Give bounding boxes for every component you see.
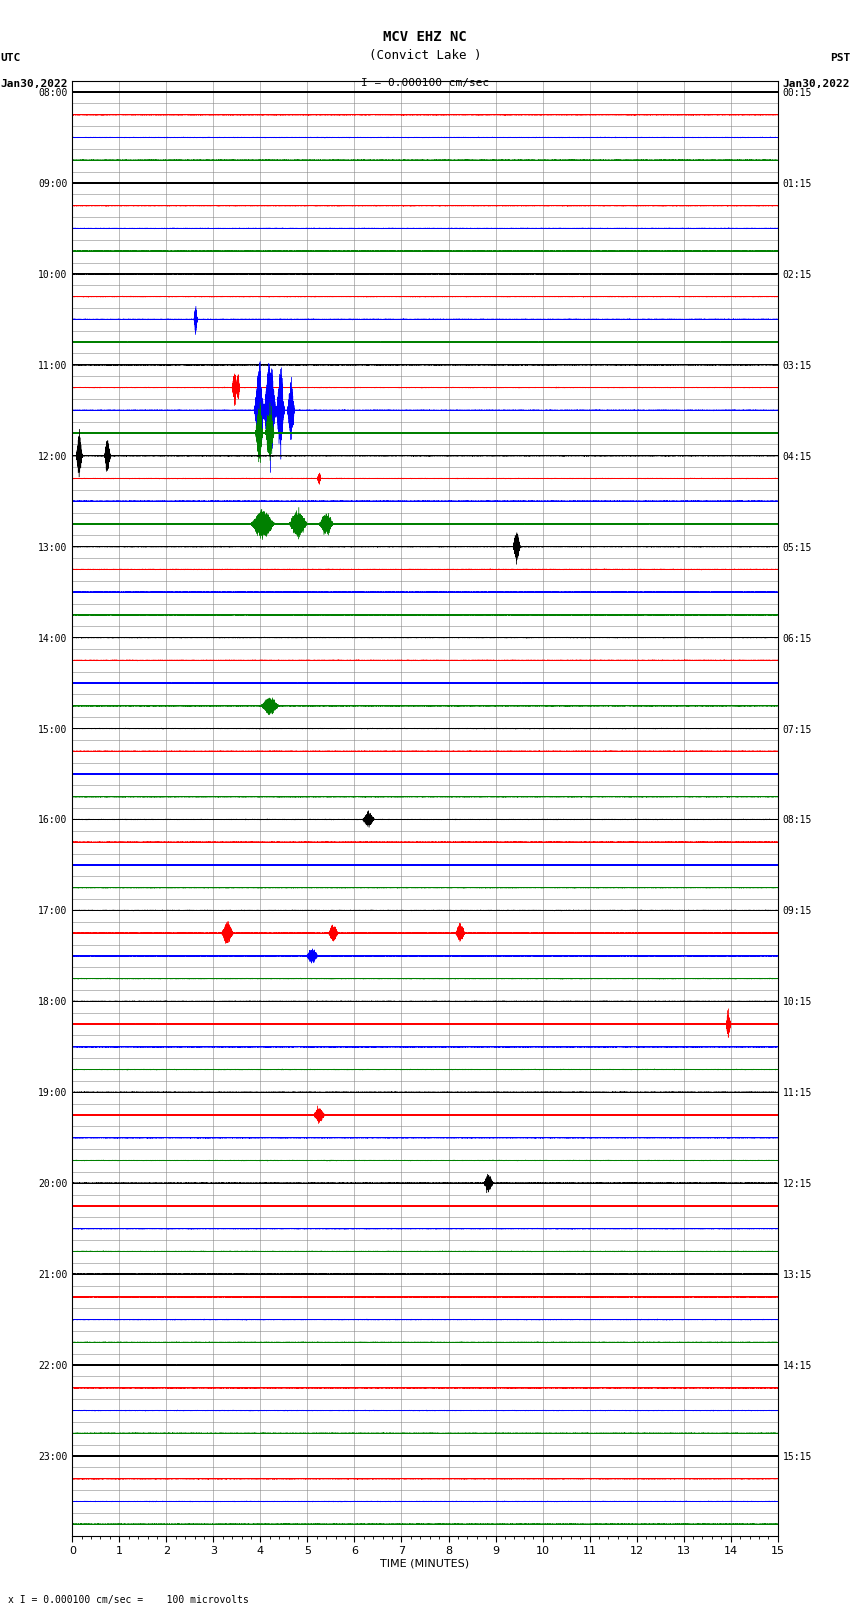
X-axis label: TIME (MINUTES): TIME (MINUTES): [381, 1558, 469, 1569]
Text: PST: PST: [830, 53, 850, 63]
Text: MCV EHZ NC: MCV EHZ NC: [383, 31, 467, 44]
Text: (Convict Lake ): (Convict Lake ): [369, 48, 481, 61]
Text: Jan30,2022: Jan30,2022: [783, 79, 850, 89]
Text: UTC: UTC: [0, 53, 20, 63]
Text: x I = 0.000100 cm/sec =    100 microvolts: x I = 0.000100 cm/sec = 100 microvolts: [8, 1595, 249, 1605]
Text: I = 0.000100 cm/sec: I = 0.000100 cm/sec: [361, 77, 489, 87]
Text: Jan30,2022: Jan30,2022: [0, 79, 67, 89]
